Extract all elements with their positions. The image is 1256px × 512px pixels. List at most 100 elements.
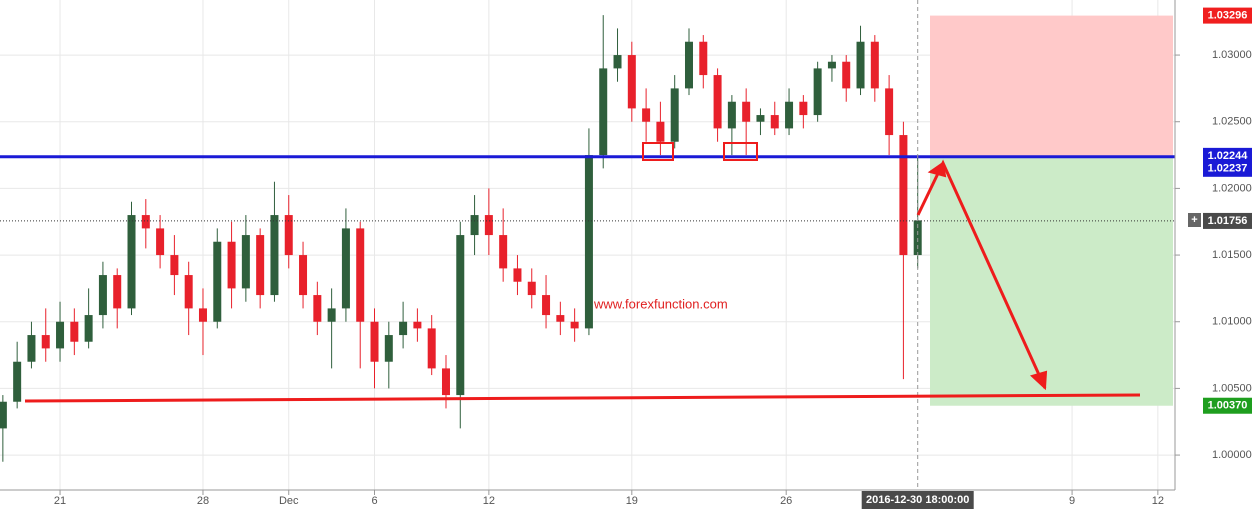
candle-body (84, 315, 93, 342)
x-tick-label: 28 (197, 495, 209, 507)
y-tick-label: 1.02000 (1212, 182, 1252, 194)
candle-body (413, 321, 422, 329)
y-tick-label: 1.02500 (1212, 116, 1252, 128)
candle-body (284, 215, 293, 256)
candle-body (327, 308, 336, 322)
time-label-box (861, 491, 974, 509)
candle-body (98, 275, 107, 316)
candle-body (156, 228, 165, 256)
candle-body (813, 68, 822, 116)
candle-body (842, 61, 851, 89)
candle-body (727, 101, 736, 129)
position-boxes (930, 15, 1173, 406)
candle-body (484, 215, 493, 236)
candle-body (699, 41, 708, 76)
candle-body (456, 235, 465, 396)
candle-body (241, 235, 250, 289)
x-tick-label: 21 (54, 495, 66, 507)
y-tick-label: 1.01000 (1212, 316, 1252, 328)
candle-body (341, 228, 350, 309)
candle-body (899, 135, 908, 256)
watermark: www.forexfunction.com (593, 296, 728, 311)
candle-body (27, 335, 36, 362)
support-line (24, 393, 1141, 403)
candle-body (213, 241, 222, 322)
candle-body (656, 121, 665, 142)
candle-body (56, 321, 65, 349)
arrow-head (1030, 370, 1048, 391)
candle-body (0, 401, 7, 429)
price-label-box (1203, 147, 1252, 164)
arrow-head (927, 161, 947, 178)
candle-body (313, 295, 322, 322)
candle-body (627, 55, 636, 109)
candle-body (427, 328, 436, 369)
candle-body (513, 268, 522, 282)
candle-body (370, 321, 379, 362)
candle-body (599, 68, 608, 156)
y-tick-label: 1.00000 (1212, 449, 1252, 461)
candle-body (584, 155, 593, 329)
candle-body (170, 255, 179, 276)
candle-body (770, 115, 779, 129)
candle-body (141, 215, 150, 229)
candle-body (113, 275, 122, 309)
candle-body (570, 321, 579, 329)
y-tick-label: 1.03000 (1212, 49, 1252, 61)
candle-body (870, 41, 879, 89)
candle-body (885, 88, 894, 136)
candle-body (756, 115, 765, 122)
time-label: 2016-12-30 18:00:00 (866, 494, 969, 506)
candle-body (827, 61, 836, 69)
candle-body (198, 308, 207, 322)
x-tick-label: 12 (1152, 495, 1164, 507)
candle-body (670, 88, 679, 142)
annotations (24, 142, 1141, 403)
candle-body (499, 235, 508, 269)
overlay (0, 0, 1175, 490)
candle-body (70, 321, 79, 342)
candle-body (270, 215, 279, 296)
stop-zone (930, 15, 1173, 157)
candle-body (13, 361, 22, 402)
price-label-box (1203, 397, 1252, 414)
candle-body (684, 41, 693, 89)
candle-body (441, 368, 450, 396)
crosshair-plus-button[interactable] (1188, 213, 1201, 227)
highlight-box (642, 142, 674, 161)
candle-body (556, 315, 565, 322)
candle-body (642, 108, 651, 122)
candle-body (913, 220, 922, 256)
candle-body (399, 321, 408, 336)
crosshair-plus: + (1191, 214, 1197, 226)
x-tick-label: 6 (371, 495, 377, 507)
y-tick-label: 1.00500 (1212, 382, 1252, 394)
candle-body (256, 235, 265, 296)
price-label: 1.02237 (1208, 163, 1248, 175)
candle-body (713, 75, 722, 129)
candle-body (470, 215, 479, 236)
price-label: 1.00370 (1208, 400, 1248, 412)
candles (0, 15, 922, 462)
x-tick-label: 12 (483, 495, 495, 507)
candle-body (356, 228, 365, 322)
x-tick-label: 9 (1069, 495, 1075, 507)
candle-body (384, 335, 393, 362)
price-label: 1.03296 (1208, 10, 1248, 22)
candle-body (542, 295, 551, 316)
candle-body (785, 101, 794, 129)
candle-body (856, 41, 865, 89)
y-tick-label: 1.01500 (1212, 249, 1252, 261)
candle-body (613, 55, 622, 69)
axes: 1.00000 1.00500 1.01000 1.01500 1.02000 1.025… (54, 7, 1252, 509)
price-label-box (1203, 7, 1252, 24)
x-tick-label: Dec (279, 495, 299, 507)
price-label: 1.02244 (1208, 150, 1249, 162)
candle-body (127, 215, 136, 309)
highlight-box (723, 142, 758, 161)
candle-body (227, 241, 236, 289)
price-label: 1.01756 (1208, 215, 1248, 227)
candle-body (527, 281, 536, 296)
price-label-box (1203, 160, 1252, 177)
